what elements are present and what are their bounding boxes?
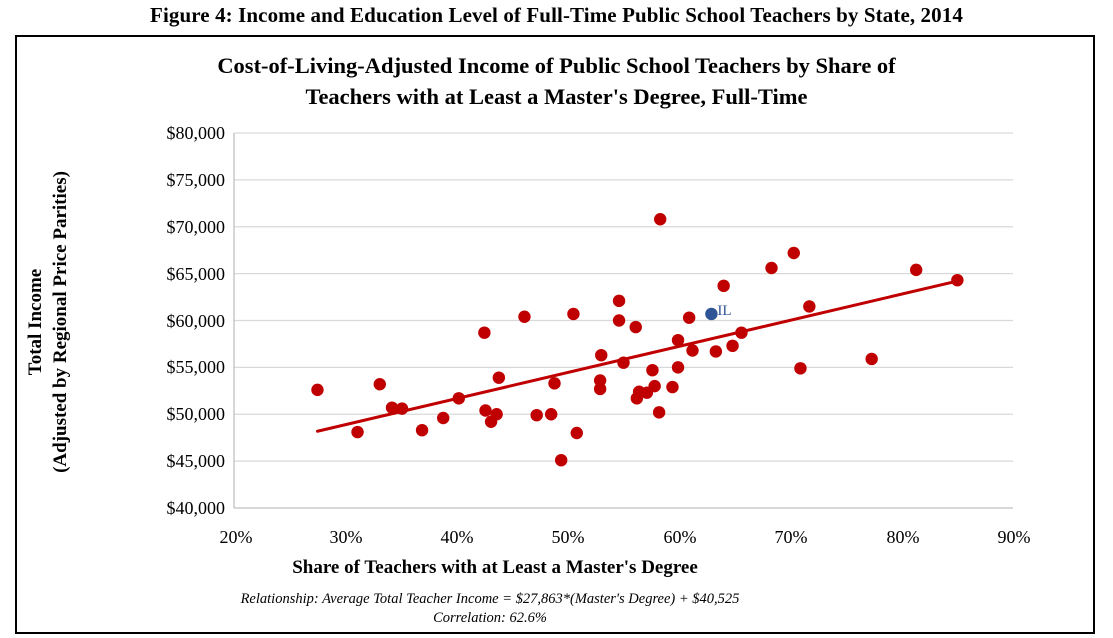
- data-point: [373, 378, 386, 391]
- chart-title-line2: Teachers with at Least a Master's Degree…: [305, 84, 808, 109]
- chart-frame: [15, 35, 1095, 634]
- chart-title-line1: Cost-of-Living-Adjusted Income of Public…: [217, 53, 896, 78]
- data-point: [311, 383, 324, 397]
- data-point: [479, 404, 492, 417]
- data-point: [803, 300, 816, 313]
- x-tick: 20%: [219, 527, 253, 547]
- y-tick: $75,000: [166, 170, 226, 190]
- x-tick: 60%: [663, 527, 697, 547]
- x-axis-title: Share of Teachers with at Least a Master…: [292, 557, 698, 578]
- x-tick: 70%: [774, 527, 808, 547]
- figure-title: Figure 4: Income and Education Level of …: [150, 3, 963, 27]
- data-point: [567, 307, 580, 321]
- correlation-note: Correlation: 62.6%: [433, 610, 547, 626]
- data-point: [735, 326, 748, 339]
- data-point: [492, 371, 506, 384]
- y-tick: $55,000: [166, 357, 226, 377]
- data-point: [646, 363, 659, 377]
- data-point: [787, 246, 800, 260]
- data-point: [652, 406, 666, 419]
- data-point: [671, 361, 685, 374]
- data-point: [385, 401, 399, 414]
- data-point: [395, 402, 409, 415]
- data-point: [865, 352, 878, 366]
- data-point: [686, 344, 699, 357]
- data-point: [794, 362, 807, 375]
- data-point: [629, 320, 642, 334]
- y-tick: $80,000: [166, 123, 226, 143]
- data-point: [554, 453, 568, 467]
- data-point: [530, 408, 543, 422]
- y-tick: $60,000: [166, 311, 226, 331]
- y-tick: $70,000: [166, 217, 226, 237]
- data-point: [595, 348, 608, 362]
- x-tick: 30%: [329, 527, 363, 547]
- y-tick: $45,000: [166, 451, 226, 471]
- x-tick: 40%: [440, 527, 474, 547]
- annotations: IL: [717, 303, 731, 319]
- data-point: [666, 380, 679, 394]
- data-point: [351, 425, 364, 439]
- data-point: [617, 356, 630, 369]
- y-tick: $40,000: [166, 498, 226, 518]
- x-tick: 80%: [886, 527, 920, 547]
- data-point: [437, 411, 450, 425]
- gridlines: [234, 132, 1013, 462]
- data-point: [717, 279, 730, 293]
- highlight-point: [705, 307, 718, 321]
- data-point: [593, 382, 607, 396]
- data-points: [311, 213, 964, 467]
- data-point: [682, 311, 696, 324]
- chart-title: Cost-of-Living-Adjusted Income of Public…: [0, 50, 1113, 112]
- data-point: [570, 426, 583, 440]
- data-point: [415, 423, 429, 437]
- data-point: [951, 273, 964, 287]
- data-point: [648, 379, 661, 393]
- data-point: [909, 263, 923, 277]
- data-point: [671, 333, 685, 347]
- data-point: [709, 345, 723, 358]
- data-point: [452, 392, 465, 405]
- point-label: IL: [717, 303, 731, 319]
- data-point: [544, 408, 558, 421]
- y-tick: $65,000: [166, 264, 226, 284]
- data-point: [490, 408, 503, 421]
- x-tick: 90%: [997, 527, 1031, 547]
- trendline-line: [315, 279, 959, 433]
- x-tick: 50%: [551, 527, 585, 547]
- data-point: [612, 314, 626, 327]
- axes: [233, 133, 1013, 509]
- data-point: [765, 261, 778, 275]
- data-point: [612, 294, 626, 308]
- data-point: [548, 377, 561, 390]
- data-point: [518, 310, 531, 323]
- data-point: [478, 326, 491, 339]
- trendline: [315, 279, 959, 433]
- data-point: [654, 213, 667, 226]
- y-tick: $50,000: [166, 404, 226, 424]
- relationship-note: Relationship: Average Total Teacher Inco…: [240, 591, 740, 607]
- data-point: [726, 339, 739, 353]
